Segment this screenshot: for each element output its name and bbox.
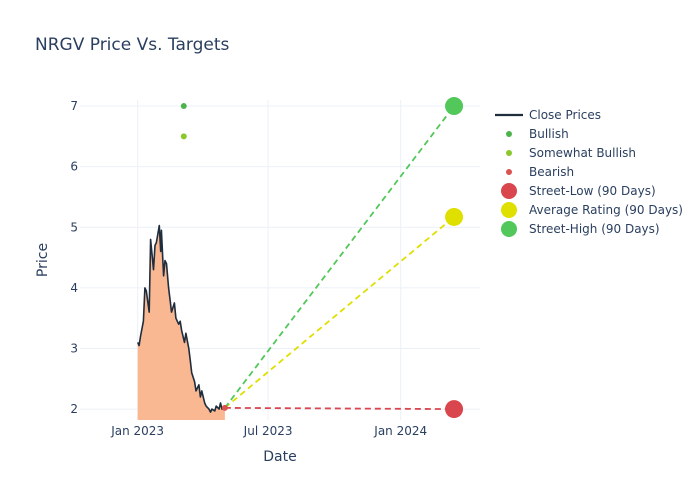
legend-swatch-bullish — [506, 131, 512, 137]
legend-swatch-street-high-days — [501, 221, 517, 237]
line-layer — [136, 224, 226, 413]
y-tick-label: 3 — [70, 341, 78, 355]
y-tick-label: 5 — [70, 220, 78, 234]
x-tick-label: Jan 2023 — [110, 424, 164, 438]
legend-label-somewhat-bullish[interactable]: Somewhat Bullish — [529, 146, 636, 160]
street-low-days-marker — [445, 400, 464, 419]
legend-label-street-high-days[interactable]: Street-High (90 Days) — [529, 222, 660, 236]
somewhat-bullish-rating-point — [180, 133, 187, 140]
y-tick-layer: 2 3 4 5 6 7 — [70, 99, 78, 416]
x-tick-layer: Jan 2023 Jul 2023 Jan 2024 — [110, 424, 427, 438]
y-tick-label: 6 — [70, 160, 78, 174]
legend-label-bullish[interactable]: Bullish — [529, 127, 569, 141]
legend-label-bearish[interactable]: Bearish — [529, 165, 574, 179]
bearish-start-marker — [221, 404, 228, 411]
street-high-days-projection-line — [224, 105, 455, 409]
legend-swatch-average-rating-days — [501, 202, 517, 218]
legend-swatch-bearish — [506, 169, 512, 175]
chart-title: NRGV Price Vs. Targets — [35, 35, 229, 55]
x-tick-label: Jan 2024 — [373, 424, 427, 438]
legend-label-close-prices[interactable]: Close Prices — [529, 108, 601, 122]
y-tick-label: 2 — [70, 402, 78, 416]
bullish-rating-point — [180, 103, 187, 110]
legend-swatch-street-low-days — [501, 183, 517, 199]
average-rating-days-marker — [445, 207, 464, 226]
x-axis-title: Date — [263, 449, 296, 465]
close-price-area — [137, 225, 225, 420]
y-tick-label: 7 — [70, 99, 78, 113]
legend-swatch-somewhat-bullish — [506, 150, 512, 156]
y-tick-label: 4 — [70, 281, 78, 295]
area-layer — [137, 225, 225, 420]
street-low-days-projection-line — [224, 406, 455, 410]
x-tick-label: Jul 2023 — [243, 424, 293, 438]
street-high-days-marker — [445, 97, 464, 116]
projection-layer — [224, 105, 455, 410]
legend[interactable]: Close Prices Bullish Somewhat Bullish Beari… — [495, 108, 683, 237]
legend-label-average-rating-days[interactable]: Average Rating (90 Days) — [529, 203, 683, 217]
close-price-line — [136, 224, 226, 413]
legend-label-street-low-days[interactable]: Street-Low (90 Days) — [529, 184, 656, 198]
marker-layer — [180, 97, 464, 419]
y-axis-title: Price — [35, 243, 51, 277]
